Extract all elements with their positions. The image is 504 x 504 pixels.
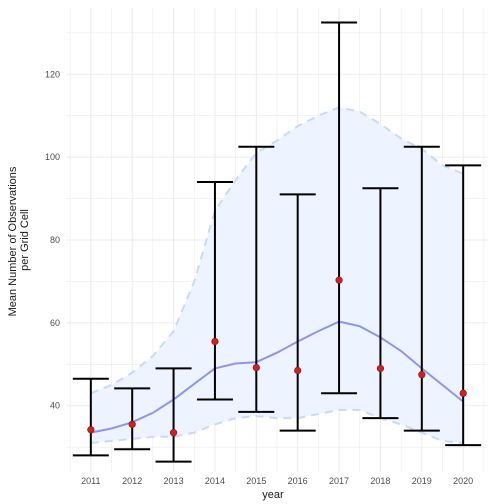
- x-tick-label: 2017: [329, 476, 349, 486]
- error-bar-2018: [362, 187, 399, 420]
- data-point-2020: [459, 389, 467, 397]
- x-tick-label: 2018: [370, 476, 390, 486]
- y-tick-label: 60: [50, 318, 60, 328]
- data-points: [87, 276, 467, 437]
- ribbon-area: [90, 107, 464, 444]
- x-tick-label: 2011: [81, 476, 100, 486]
- error-bar-2019: [403, 145, 440, 432]
- data-point-2018: [376, 364, 385, 373]
- error-bar-2016: [279, 193, 316, 432]
- y-tick-label: 80: [50, 235, 60, 245]
- error-bar-2012: [114, 387, 151, 451]
- data-point-2014: [211, 337, 219, 346]
- y-tick-label: 100: [45, 152, 60, 162]
- x-tick-labels: 2011 2012 2013 2014 2015 2016 2017 2018 2019 2020: [81, 476, 473, 486]
- x-axis-title: year: [262, 489, 284, 501]
- x-tick-label: 2014: [205, 476, 225, 486]
- fit-line-path: [90, 320, 464, 434]
- y-tick-label: 120: [45, 69, 60, 79]
- data-point-2011: [87, 426, 95, 434]
- data-point-2012: [128, 420, 136, 428]
- confidence-ribbon: [90, 106, 464, 444]
- x-tick-label: 2016: [288, 476, 308, 486]
- smooth-fit-line: [90, 320, 464, 434]
- error-bar-2014: [196, 181, 233, 401]
- y-tick-labels: 40 60 80 100 120: [45, 69, 60, 410]
- x-tick-label: 2020: [453, 476, 473, 486]
- y-tick-label: 40: [50, 401, 60, 411]
- y-axis-title-line-2: per Grid Cell: [19, 209, 31, 271]
- data-point-2013: [169, 429, 178, 437]
- data-point-2016: [294, 366, 302, 375]
- x-tick-label: 2019: [412, 476, 432, 486]
- data-point-2015: [252, 364, 260, 372]
- error-bar-2011: [72, 377, 109, 457]
- ribbon-upper-edge: [90, 106, 464, 395]
- data-point-2017: [335, 276, 343, 284]
- error-bar-2020: [445, 164, 482, 447]
- error-bar-2017: [321, 21, 358, 395]
- y-axis-title-line-1: Mean Number of Observations: [7, 166, 19, 316]
- y-axis-title: Mean Number of Observations per Grid Cel…: [7, 164, 31, 317]
- error-bar-2013: [155, 367, 192, 463]
- x-tick-label: 2015: [246, 476, 266, 486]
- x-tick-label: 2013: [164, 476, 184, 486]
- data-point-2019: [418, 371, 426, 379]
- ribbon-lower-edge: [90, 408, 464, 444]
- x-tick-label: 2012: [122, 476, 142, 486]
